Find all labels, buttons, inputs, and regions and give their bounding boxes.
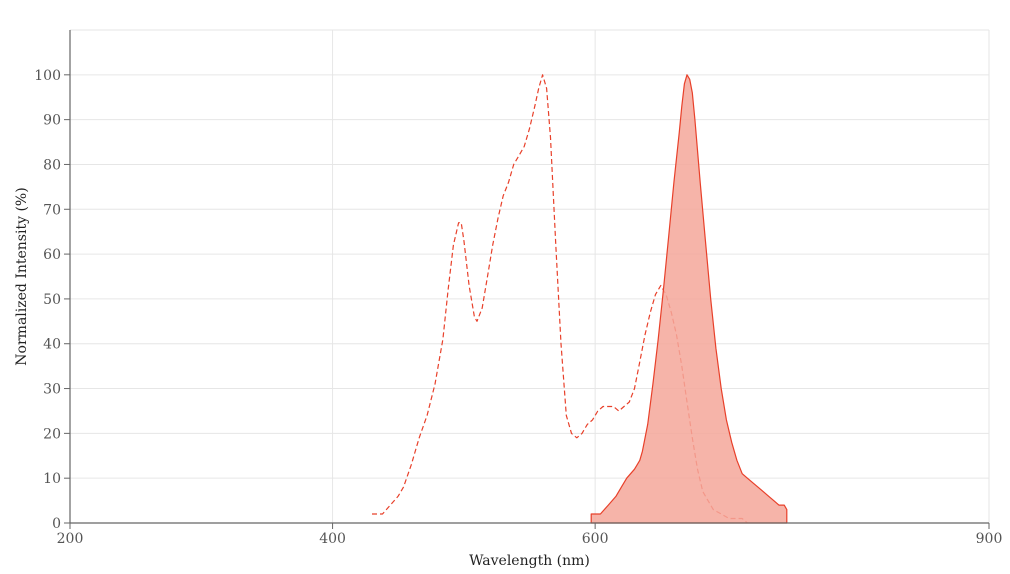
y-tick-label: 20 <box>43 426 61 442</box>
excitation-spectrum-line <box>372 74 748 524</box>
y-tick-label: 90 <box>43 113 61 129</box>
x-tick-label: 600 <box>582 531 609 547</box>
y-tick-label: 40 <box>43 337 61 353</box>
grid <box>70 29 990 523</box>
axes: 0 10 20 30 40 50 60 70 80 90 100 200 400 600 900 <box>34 30 1002 547</box>
y-tick-label: 0 <box>52 516 61 532</box>
y-tick-label: 10 <box>43 471 61 487</box>
y-tick-label: 50 <box>43 292 61 308</box>
y-tick-label: 70 <box>43 202 61 218</box>
emission-spectrum-area <box>590 74 788 524</box>
y-tick-label: 80 <box>43 157 61 173</box>
x-tick-label: 900 <box>976 531 1003 547</box>
x-tick-label: 400 <box>319 531 346 547</box>
y-tick-label: 60 <box>43 247 61 263</box>
y-axis-title: Normalized Intensity (%) <box>14 187 30 365</box>
x-axis-title: Wavelength (nm) <box>469 553 590 569</box>
series-layer <box>372 74 788 524</box>
y-tick-label: 100 <box>34 68 61 84</box>
y-tick-label: 30 <box>43 382 61 398</box>
x-tick-label: 200 <box>57 531 84 547</box>
